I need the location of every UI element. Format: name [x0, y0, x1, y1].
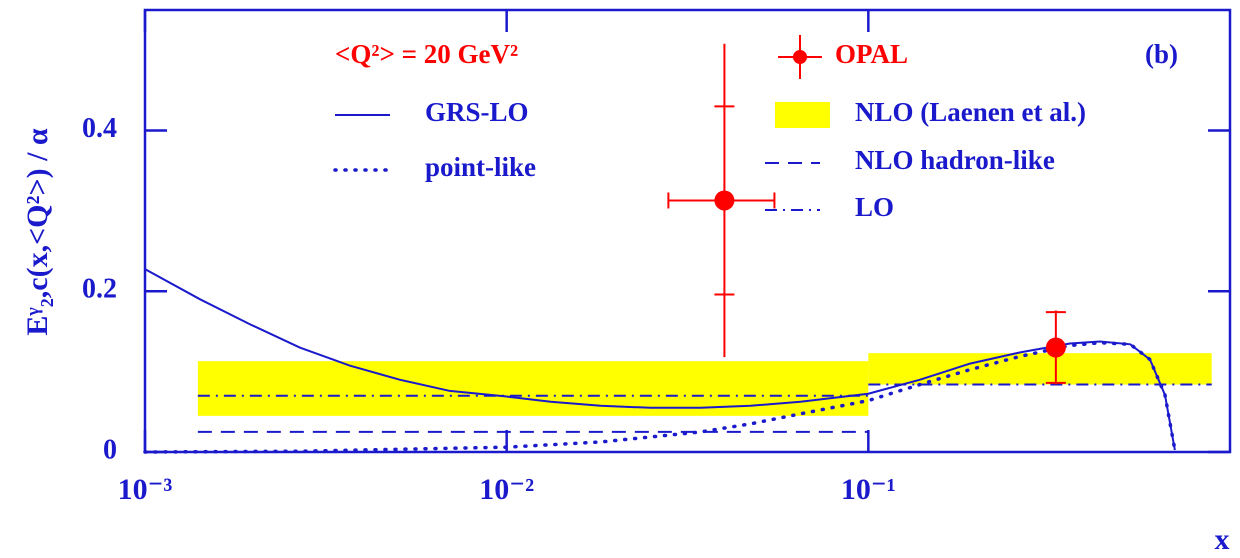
legend-swatch	[793, 50, 807, 64]
data-point	[1045, 337, 1066, 358]
legend-entry: point-like	[333, 152, 536, 182]
plot-area	[143, 43, 1212, 454]
legend-label: LO	[855, 192, 894, 222]
legend-entry: GRS-LO	[335, 97, 529, 127]
y-tick-label: 0.2	[82, 274, 117, 305]
legend-entry: NLO (Laenen et al.)	[775, 97, 1086, 128]
legend-label: GRS-LO	[425, 97, 529, 127]
legend-label: NLO (Laenen et al.)	[855, 97, 1086, 127]
band	[197, 361, 869, 416]
legend-swatch	[775, 102, 830, 128]
legend-entry: LO	[765, 192, 894, 222]
legend-label: OPAL	[835, 39, 908, 69]
legend-entry: NLO hadron-like	[765, 145, 1055, 175]
y-tick-label: 0	[103, 434, 117, 465]
x-tick-label: 10⁻³	[118, 473, 173, 506]
x-tick-label: 10⁻¹	[841, 473, 896, 506]
legend-entry: OPAL	[778, 35, 908, 79]
annotation: (b)	[1145, 39, 1178, 69]
data-point	[714, 190, 735, 211]
curve	[143, 340, 1177, 454]
x-axis-label: x	[1215, 523, 1230, 556]
y-tick-label: 0.4	[82, 113, 117, 144]
plot-frame	[143, 8, 1232, 454]
x-tick-label: 10⁻²	[479, 473, 534, 506]
legend-label: point-like	[425, 152, 536, 182]
annotation: <Q²> = 20 GeV²	[335, 39, 518, 69]
y-axis-label: Eᵞ₂,c(x,<Q²>) / α	[21, 128, 54, 336]
legend-label: NLO hadron-like	[855, 145, 1055, 175]
